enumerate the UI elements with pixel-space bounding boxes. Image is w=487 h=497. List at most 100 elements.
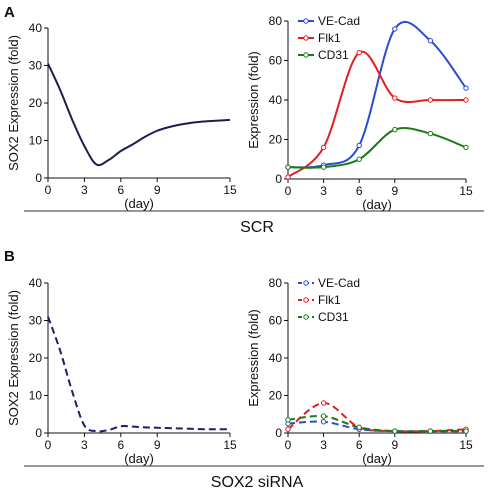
y-tick-label: 10 — [29, 134, 43, 148]
x-tick-label: 9 — [391, 438, 398, 452]
x-tick-label: 9 — [154, 183, 161, 197]
y-tick-label: 40 — [29, 21, 43, 35]
y-axis-label: SOX2 Expression (fold) — [6, 35, 21, 171]
data-point — [320, 413, 327, 419]
x-axis-label: (day) — [124, 196, 154, 211]
x-tick-label: 15 — [459, 184, 473, 198]
y-tick-label: 20 — [29, 351, 43, 365]
data-point — [356, 156, 362, 162]
chart-markers-sirna: 0 20 40 60 80 0 3 6 9 15 (day) Expression (fold) VE-… — [246, 276, 473, 466]
data-point — [427, 38, 434, 44]
x-tick-label: 15 — [223, 438, 237, 452]
x-tick-label: 3 — [320, 438, 327, 452]
series-line-ve-cad — [287, 21, 467, 169]
y-tick-label: 60 — [269, 314, 283, 328]
x-tick-label: 6 — [117, 438, 124, 452]
legend-label: CD31 — [318, 48, 349, 62]
data-point — [392, 26, 398, 32]
y-tick-label: 60 — [269, 54, 283, 68]
x-axis-label: (day) — [124, 451, 154, 466]
data-point — [463, 428, 469, 434]
data-point — [427, 130, 434, 137]
data-point — [356, 49, 362, 56]
series-line-sox2 — [47, 63, 231, 167]
y-tick-label: 0 — [275, 426, 282, 440]
y-tick-label: 0 — [275, 172, 282, 186]
data-point — [463, 85, 469, 91]
data-point — [285, 417, 291, 423]
data-point — [392, 95, 398, 101]
legend-label: Flk1 — [318, 293, 341, 307]
x-tick-label: 0 — [285, 438, 292, 452]
x-tick-label: 15 — [459, 438, 473, 452]
y-tick-label: 0 — [35, 426, 42, 440]
y-tick-label: 0 — [35, 171, 42, 185]
y-tick-label: 30 — [29, 314, 43, 328]
y-tick-label: 20 — [29, 96, 43, 110]
y-tick-label: 10 — [29, 389, 43, 403]
x-tick-label: 0 — [45, 438, 52, 452]
legend-marker — [303, 18, 309, 24]
legend-marker — [303, 35, 309, 41]
data-point — [463, 144, 469, 151]
x-tick-label: 0 — [45, 183, 52, 197]
data-point — [392, 126, 398, 133]
data-point — [320, 400, 327, 406]
y-tick-label: 80 — [269, 14, 283, 28]
legend-label: VE-Cad — [318, 14, 360, 28]
panel-label-a: A — [4, 4, 15, 21]
series-line-flk1 — [287, 50, 467, 178]
series-line-cd31 — [287, 414, 466, 433]
data-point — [285, 164, 291, 170]
x-tick-label: 9 — [391, 184, 398, 198]
data-point — [285, 426, 291, 432]
data-point — [392, 428, 398, 434]
y-tick-label: 40 — [269, 351, 283, 365]
series-line-sox2 — [47, 316, 230, 433]
x-tick-label: 6 — [356, 184, 363, 198]
data-point — [285, 174, 291, 180]
x-tick-label: 0 — [285, 184, 292, 198]
x-tick-label: 3 — [320, 184, 327, 198]
y-tick-label: 20 — [269, 389, 283, 403]
x-tick-label: 6 — [356, 438, 363, 452]
legend-marker — [303, 297, 309, 303]
panel-label-b: B — [4, 248, 15, 265]
data-point — [463, 97, 469, 103]
x-tick-label: 3 — [81, 438, 88, 452]
y-axis-label: Expression (fold) — [246, 309, 261, 407]
x-axis-label: (day) — [362, 197, 392, 212]
group-label-sirna: SOX2 siRNA — [211, 474, 304, 491]
legend-marker — [303, 52, 309, 58]
series-line-flk1 — [287, 401, 467, 433]
data-point — [320, 164, 327, 170]
data-point — [356, 424, 362, 431]
y-tick-label: 40 — [29, 276, 43, 290]
x-tick-label: 6 — [117, 183, 124, 197]
legend-label: Flk1 — [318, 31, 341, 45]
y-tick-label: 40 — [269, 93, 283, 107]
data-point — [427, 97, 434, 103]
x-tick-label: 15 — [223, 183, 237, 197]
data-point — [427, 428, 434, 434]
group-label-scr: SCR — [240, 219, 274, 236]
y-axis-label: SOX2 Expression (fold) — [6, 290, 21, 426]
y-tick-label: 30 — [29, 59, 43, 73]
y-axis-label: Expression (fold) — [246, 51, 261, 149]
legend-marker — [303, 314, 309, 320]
x-tick-label: 3 — [81, 183, 88, 197]
chart-sox2-sirna: 0 10 20 30 40 0 3 6 9 15 (day) SOX2 Expression (fol… — [6, 276, 237, 466]
x-tick-label: 9 — [154, 438, 161, 452]
x-axis-label: (day) — [362, 451, 392, 466]
chart-sox2-scr: 0 10 20 30 40 0 3 6 9 15 (day) SOX2 Expression (fol… — [6, 21, 237, 211]
series-line-cd31 — [287, 127, 467, 169]
chart-markers-scr: 0 20 40 60 80 0 3 6 9 15 (day) Expression (fold) VE-… — [246, 14, 473, 212]
data-point — [356, 142, 362, 149]
legend-label: VE-Cad — [318, 276, 360, 290]
data-point — [320, 144, 327, 151]
data-point — [320, 419, 327, 425]
legend-label: CD31 — [318, 310, 349, 324]
legend-marker — [303, 280, 309, 286]
y-tick-label: 80 — [269, 276, 283, 290]
